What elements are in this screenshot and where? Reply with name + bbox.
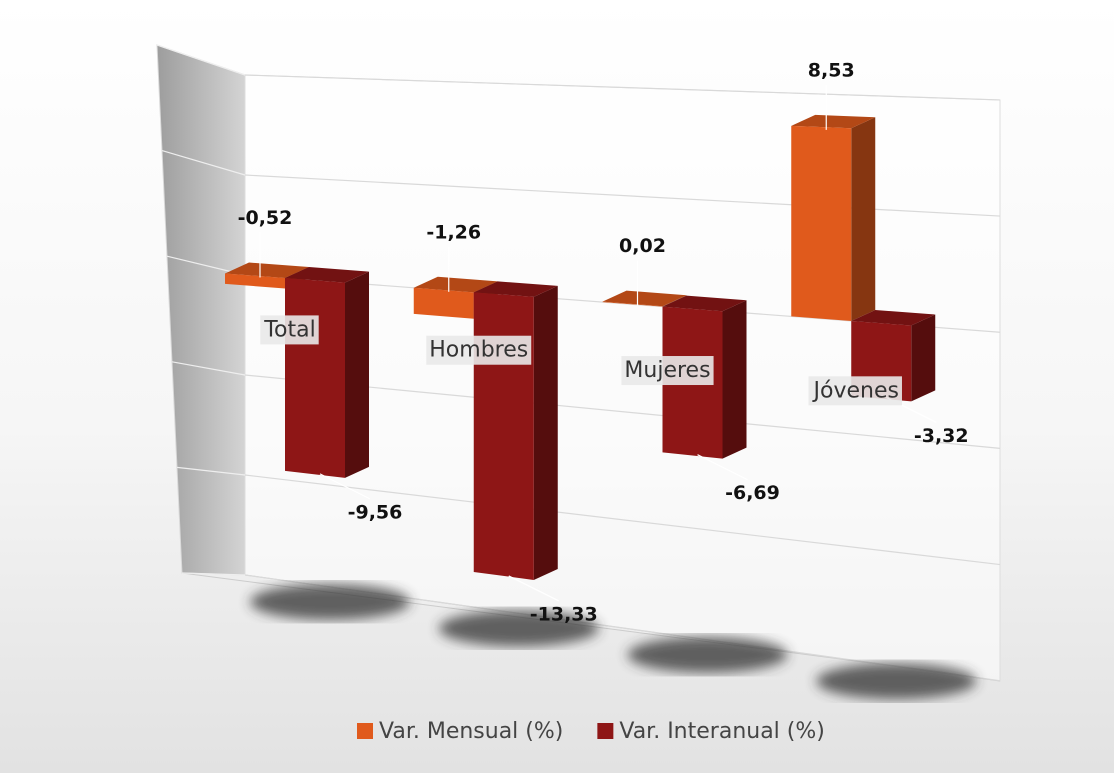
grid-line	[244, 474, 1001, 566]
value-label: -9,56	[348, 501, 403, 523]
bar	[602, 290, 687, 307]
bar-top	[413, 276, 498, 293]
category-label: Total	[263, 317, 315, 342]
category-label-bg	[260, 315, 319, 345]
bar-top	[851, 309, 936, 326]
leader-line	[697, 454, 748, 481]
bar-side	[851, 117, 876, 321]
legend-swatch	[597, 723, 614, 739]
legend-label: Var. Mensual (%)	[379, 719, 563, 744]
bar-front	[791, 125, 852, 321]
value-label: 0,02	[619, 235, 666, 257]
side-grid-line	[176, 466, 246, 476]
grid-line	[244, 74, 1001, 101]
bar-front	[473, 292, 534, 580]
value-label: -3,32	[914, 425, 969, 447]
value-label: -1,26	[426, 221, 481, 243]
category-label: Jóvenes	[812, 378, 899, 403]
value-label: -13,33	[530, 603, 598, 625]
bar-top	[791, 114, 876, 129]
value-label: 8,53	[808, 59, 855, 81]
bar-side	[662, 295, 687, 307]
bar-front	[225, 273, 285, 289]
legend-label: Var. Interanual (%)	[619, 719, 825, 744]
category-label-bg	[808, 376, 902, 406]
bar-side	[533, 285, 558, 580]
legend-swatch	[357, 723, 373, 739]
floor-shadow	[816, 663, 977, 700]
value-label: -0,52	[238, 207, 293, 229]
bar-top	[473, 281, 558, 297]
floor-shadow	[250, 583, 410, 620]
bar	[791, 114, 876, 321]
category-label-bg	[426, 335, 532, 365]
leader-line	[319, 473, 371, 500]
side-grid-line	[161, 150, 246, 176]
grid-line	[244, 374, 1001, 449]
leader-line	[508, 575, 560, 602]
side-grid-line	[181, 572, 246, 576]
bar-front	[602, 301, 663, 307]
bar-top	[225, 262, 309, 279]
bar-front	[285, 278, 345, 478]
value-label: -6,69	[725, 482, 780, 504]
side-grid-line	[171, 361, 246, 376]
bar	[285, 267, 369, 478]
category-label-bg	[621, 356, 714, 386]
bar-top	[662, 295, 747, 312]
side-grid-line	[156, 44, 246, 76]
category-label: Hombres	[429, 338, 528, 363]
category-label: Mujeres	[624, 358, 710, 383]
floor-shadow	[438, 610, 599, 647]
bar-front	[413, 287, 474, 319]
bar-top	[602, 290, 687, 307]
bar-top	[285, 267, 369, 283]
bar-side	[911, 314, 936, 402]
bar-side	[345, 271, 369, 478]
bar	[473, 281, 558, 580]
bar-side	[722, 300, 747, 459]
floor-shadow	[627, 636, 788, 673]
